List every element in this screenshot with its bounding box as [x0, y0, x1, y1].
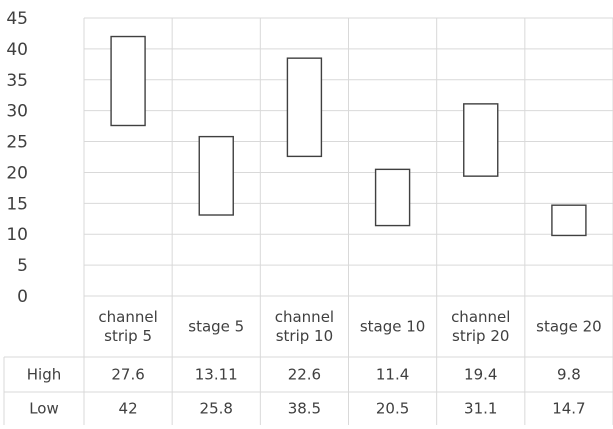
table-cell: 9.8: [557, 366, 581, 384]
y-tick-label: 0: [17, 287, 28, 307]
category-label: channel strip 10: [275, 308, 334, 345]
y-tick-label: 35: [6, 71, 28, 91]
y-tick-label: 40: [6, 40, 28, 60]
table-cell: 25.8: [200, 400, 233, 418]
y-tick-label: 30: [6, 102, 28, 122]
y-tick-label: 25: [6, 133, 28, 153]
category-label: stage 20: [536, 318, 602, 336]
table-cell: 27.6: [111, 366, 144, 384]
table-cell: 38.5: [288, 400, 321, 418]
y-tick-label: 45: [6, 9, 28, 29]
range-bar: [463, 103, 499, 177]
category-label: channel strip 5: [98, 308, 157, 345]
table-cell: 20.5: [376, 400, 409, 418]
category-label: stage 5: [188, 318, 244, 336]
y-axis: 0 5 10 15 20 25 30 35 40 45: [6, 9, 28, 307]
y-tick-label: 15: [6, 194, 28, 214]
y-tick-label: 20: [6, 163, 28, 183]
range-bar: [551, 204, 587, 237]
range-bar: [374, 168, 411, 227]
data-table: High 27.6 13.11 22.6 11.4 19.4 9.8 Low 42 25.8 38.…: [3, 356, 613, 425]
category-label: stage 10: [360, 318, 426, 336]
table-cell: 42: [119, 400, 138, 418]
y-tick-label: 10: [6, 225, 28, 245]
table-cell: 19.4: [464, 366, 497, 384]
category-axis: channel strip 5 stage 5 channel strip 10 stag…: [98, 308, 601, 345]
table-cell: 31.1: [464, 400, 497, 418]
series-label: High: [27, 366, 61, 384]
table-cell: 14.7: [552, 400, 585, 418]
gridlines: [83, 17, 613, 357]
table-cell: 13.11: [195, 366, 238, 384]
category-label: channel strip 20: [451, 308, 510, 345]
table-cell: 11.4: [376, 366, 409, 384]
range-bar: [286, 57, 323, 158]
table-cell: 22.6: [288, 366, 321, 384]
range-bar: [110, 35, 146, 127]
series-label: Low: [29, 400, 59, 418]
range-bars: [110, 35, 587, 237]
range-bar: [198, 135, 234, 216]
y-tick-label: 5: [17, 256, 28, 276]
